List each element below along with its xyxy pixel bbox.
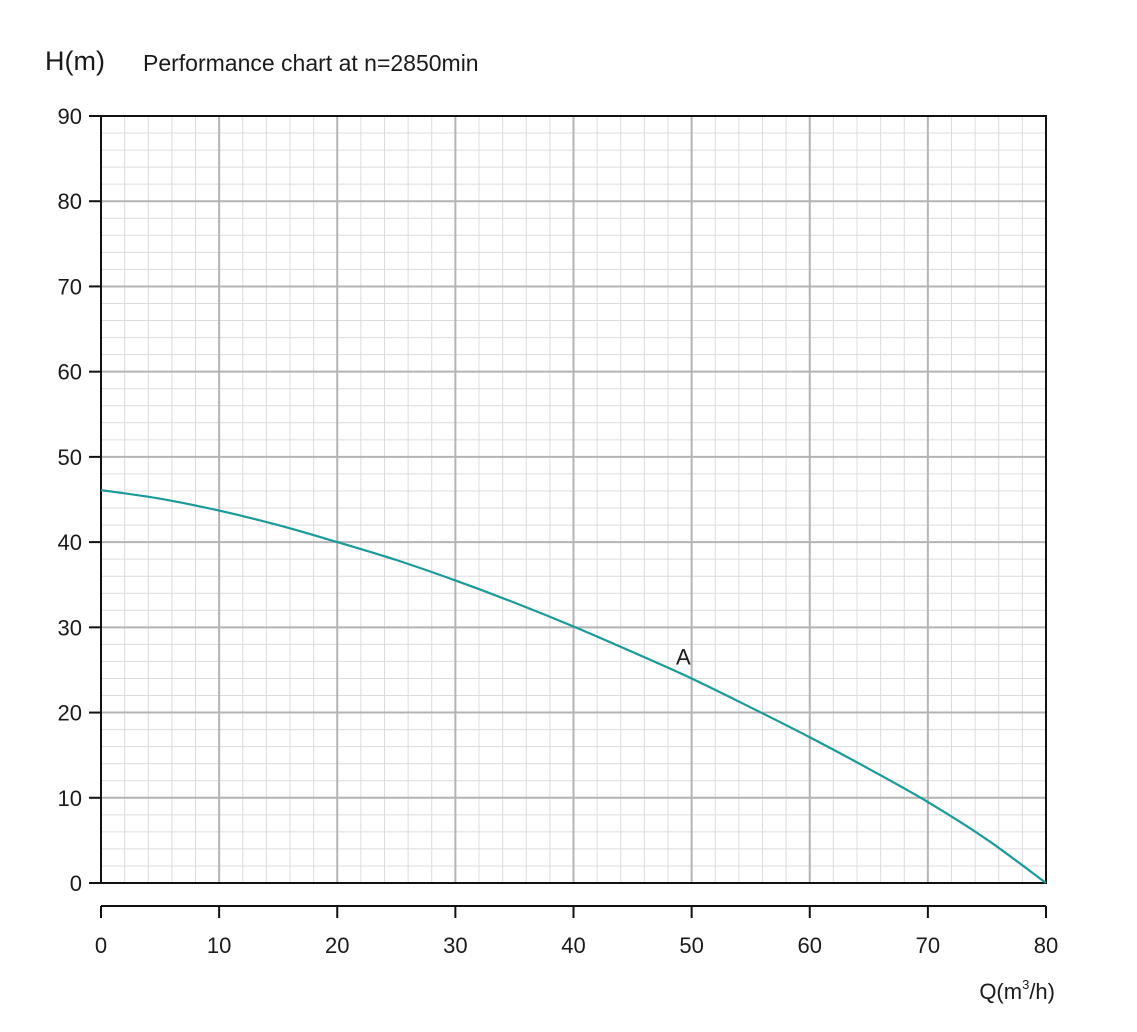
curve-annotation-label: A [676,644,691,669]
x-axis: 0 10 20 30 40 50 60 70 80 [95,905,1058,958]
y-tick-label: 40 [58,530,82,555]
chart-title: Performance chart at n=2850min [143,50,479,76]
y-tick-label: 70 [58,274,82,299]
x-tick-label: 50 [679,933,703,958]
y-axis-label: H(m) [45,46,105,76]
x-tick-label: 80 [1034,933,1058,958]
y-tick-label: 30 [58,615,82,640]
y-tick-label: 80 [58,189,82,214]
x-tick-label: 70 [916,933,940,958]
x-axis-label: Q(m3/h) [979,977,1055,1004]
y-tick-label: 50 [58,445,82,470]
x-tick-label: 40 [561,933,585,958]
y-tick-label: 10 [58,786,82,811]
x-tick-label: 20 [325,933,349,958]
y-axis: 0 10 20 30 40 50 60 70 80 90 [58,104,102,896]
x-axis-label-prefix: Q(m [979,979,1022,1004]
x-axis-label-superscript: 3 [1022,977,1029,992]
x-tick-label: 60 [798,933,822,958]
y-tick-label: 60 [58,360,82,385]
series-layer [100,489,1047,884]
y-tick-label: 90 [58,104,82,129]
series-line-A [100,489,1047,884]
y-tick-label: 0 [70,871,82,896]
x-tick-label: 0 [95,933,107,958]
x-tick-label: 10 [207,933,231,958]
annotation-layer: A [676,644,691,669]
x-tick-label: 30 [443,933,467,958]
y-tick-label: 20 [58,701,82,726]
grid-minor [101,116,1046,883]
x-axis-label-suffix: /h) [1029,979,1055,1004]
